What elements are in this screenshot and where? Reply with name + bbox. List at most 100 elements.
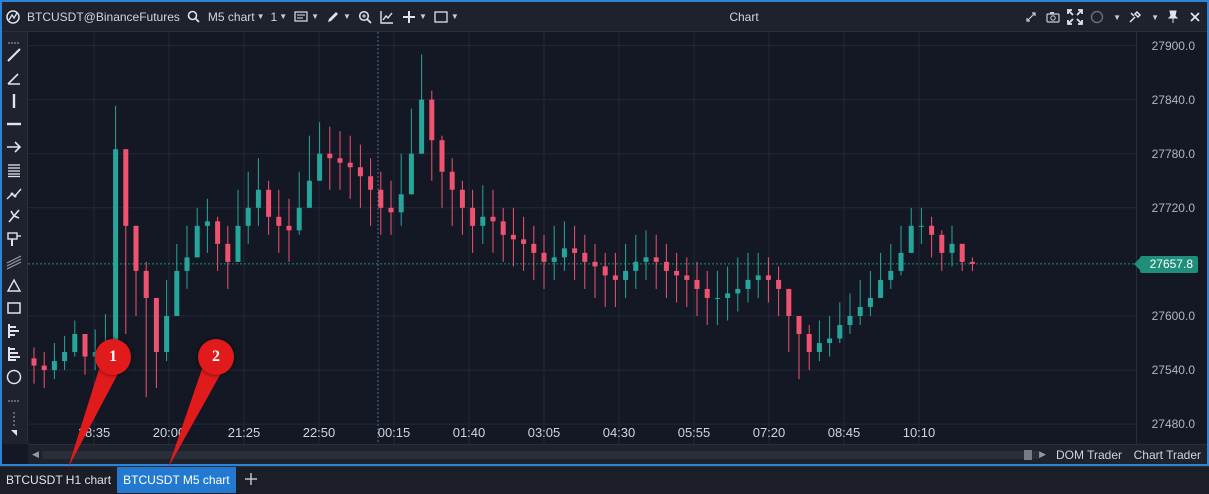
corner-arrow-icon[interactable]: [5, 424, 23, 442]
candle-body: [755, 275, 761, 280]
timeframe-label: M5 chart: [207, 9, 255, 24]
price-axis-label: 27600.0: [1151, 308, 1195, 323]
time-axis-label: 07:20: [753, 425, 786, 440]
tab-btcusdt-h1[interactable]: BTCUSDT H1 chart: [6, 473, 112, 487]
candle-body: [969, 261, 975, 264]
candle-body: [612, 275, 618, 280]
candle-body: [276, 216, 282, 226]
fullscreen-icon[interactable]: [1067, 9, 1084, 25]
candle-body: [235, 225, 241, 262]
chevron-down-icon: ▼: [343, 12, 351, 21]
time-scrollbar[interactable]: ◀ ▶: [28, 444, 1050, 464]
candle-body: [133, 225, 139, 271]
candle-body: [62, 352, 68, 362]
chart-count-selector[interactable]: 1 ▼: [268, 2, 291, 32]
polyline-icon[interactable]: [5, 184, 23, 202]
search-icon: [186, 9, 202, 25]
current-price-badge: 27657.8: [1134, 255, 1198, 273]
chevron-down-icon[interactable]: ▼: [1151, 12, 1159, 22]
plus-icon: [244, 472, 258, 489]
chart-style-button[interactable]: ▼: [290, 2, 322, 32]
add-tab-button[interactable]: [236, 467, 266, 493]
candle-body: [939, 234, 945, 253]
chart-tabs: BTCUSDT H1 chart BTCUSDT M5 chart: [0, 466, 1209, 494]
chart-style-icon: [293, 9, 309, 25]
volume-profile-2-icon[interactable]: [5, 345, 23, 363]
time-axis-label: 08:45: [828, 425, 861, 440]
camera-icon[interactable]: [1045, 9, 1061, 25]
chart-trader-button[interactable]: Chart Trader: [1133, 447, 1201, 462]
candle-body: [317, 153, 323, 181]
fibonacci-icon[interactable]: [5, 161, 23, 179]
scroll-end-handle[interactable]: [1024, 450, 1032, 460]
dom-trader-button[interactable]: DOM Trader: [1056, 447, 1123, 462]
candle-body: [796, 315, 802, 335]
price-axis-label: 27900.0: [1151, 38, 1195, 53]
drag-handle-icon[interactable]: [5, 410, 23, 428]
crosshair-sync-icon[interactable]: [1023, 9, 1039, 25]
candlestick-chart[interactable]: 18:35 20:00 21:25 22:50 00:15 01:40 03:05 04:30…: [28, 32, 1136, 444]
time-axis-label: 05:55: [678, 425, 711, 440]
circle-icon[interactable]: [5, 368, 23, 386]
rectangle-icon[interactable]: [5, 299, 23, 317]
tools-icon[interactable]: [1127, 9, 1143, 25]
scroll-left-icon[interactable]: ◀: [32, 449, 39, 459]
gann-icon[interactable]: [5, 230, 23, 248]
drawing-tools-button[interactable]: ▼: [322, 2, 354, 32]
candle-body: [408, 153, 414, 195]
candle-body: [521, 239, 527, 244]
candle-body: [898, 252, 904, 271]
chevron-down-icon: ▼: [311, 12, 320, 21]
drawing-toolbar: [2, 32, 28, 444]
candle-body: [561, 248, 567, 258]
layout-button[interactable]: ▼: [430, 2, 462, 32]
pencil-icon: [325, 9, 341, 25]
price-axis[interactable]: 27900.0 27840.0 27780.0 27720.0 27600.0 27540…: [1134, 32, 1207, 444]
volume-profile-icon[interactable]: [5, 322, 23, 340]
zoom-button[interactable]: [354, 2, 376, 32]
chevron-down-icon[interactable]: ▼: [1113, 12, 1122, 22]
candle-body: [959, 243, 965, 262]
dots-handle-icon[interactable]: [5, 34, 23, 52]
symbol-selector[interactable]: BTCUSDT@BinanceFutures: [27, 9, 180, 24]
candle-body: [327, 153, 333, 159]
candle-body: [510, 234, 516, 240]
candle-body: [459, 189, 465, 208]
dots-more-icon[interactable]: [5, 392, 23, 410]
candle-body: [215, 221, 221, 244]
candle-body: [929, 225, 935, 235]
candle-body: [572, 248, 578, 253]
candle-body: [551, 257, 557, 262]
trend-line-icon[interactable]: [5, 46, 23, 64]
timeframe-selector[interactable]: M5 chart ▼: [205, 2, 268, 32]
candle-body: [204, 221, 210, 226]
candle-body: [184, 257, 190, 271]
scroll-right-icon[interactable]: ▶: [1039, 449, 1046, 459]
horizontal-line-icon[interactable]: [5, 115, 23, 133]
link-circle-icon[interactable]: [1089, 9, 1105, 25]
channel-icon[interactable]: [5, 253, 23, 271]
candle-body: [470, 207, 476, 226]
angle-line-icon[interactable]: [5, 69, 23, 87]
pitchfork-icon[interactable]: [5, 207, 23, 225]
arrow-icon[interactable]: [5, 138, 23, 156]
triangle-icon[interactable]: [5, 276, 23, 294]
close-icon[interactable]: [1187, 9, 1203, 25]
add-button[interactable]: ▼: [398, 2, 430, 32]
candle-body: [31, 358, 37, 366]
candle-body: [357, 167, 363, 177]
symbol-search-button[interactable]: [183, 2, 205, 32]
chart-count-label: 1: [270, 9, 278, 24]
indicators-button[interactable]: [376, 2, 398, 32]
scroll-thumb[interactable]: [42, 451, 1040, 459]
plus-icon: [401, 9, 417, 25]
candle-body: [623, 270, 629, 280]
vertical-line-icon[interactable]: [5, 92, 23, 110]
tab-btcusdt-m5[interactable]: BTCUSDT M5 chart: [117, 467, 236, 493]
candle-body: [694, 279, 700, 289]
app-logo: [2, 2, 24, 32]
candle-body: [82, 334, 88, 357]
candle-body: [388, 207, 394, 213]
pin-icon[interactable]: [1165, 9, 1181, 25]
chart-plot-area[interactable]: 18:35 20:00 21:25 22:50 00:15 01:40 03:05 04:30…: [28, 32, 1136, 444]
